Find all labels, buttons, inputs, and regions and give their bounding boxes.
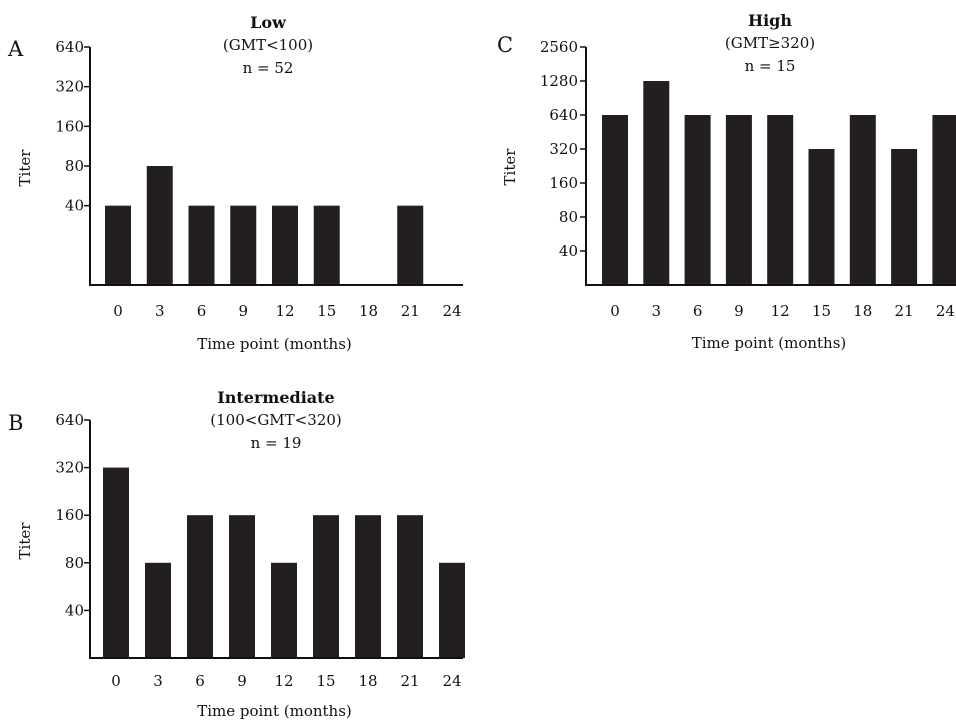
bar-24 bbox=[439, 562, 465, 658]
y-tick-label: 1280 bbox=[540, 72, 578, 90]
y-tick-label: 40 bbox=[65, 601, 84, 619]
x-tick-label: 18 bbox=[853, 302, 872, 320]
bar-6 bbox=[187, 515, 213, 658]
x-axis-title: Time point (months) bbox=[197, 702, 352, 720]
y-tick-label: 320 bbox=[55, 78, 84, 96]
bar-18 bbox=[849, 115, 876, 285]
x-tick-label: 12 bbox=[771, 302, 790, 320]
bar-6 bbox=[188, 205, 215, 285]
x-tick-label: 9 bbox=[238, 302, 248, 320]
y-tick-label: 80 bbox=[559, 208, 578, 226]
x-tick-label: 3 bbox=[155, 302, 165, 320]
y-tick-label: 80 bbox=[65, 554, 84, 572]
bar-18 bbox=[355, 515, 381, 658]
x-tick-label: 18 bbox=[358, 672, 377, 690]
bar-24 bbox=[932, 115, 956, 285]
x-tick-label: 12 bbox=[274, 672, 293, 690]
chart-subtitle: (GMT<100) bbox=[223, 36, 313, 54]
y-tick-label: 160 bbox=[549, 174, 578, 192]
chart-subtitle: (GMT≥320) bbox=[725, 34, 815, 52]
x-axis-title: Time point (months) bbox=[692, 334, 847, 352]
bar-21 bbox=[397, 515, 423, 658]
x-tick-label: 0 bbox=[113, 302, 123, 320]
y-tick-label: 640 bbox=[55, 411, 84, 429]
x-tick-label: 3 bbox=[153, 672, 163, 690]
x-tick-label: 21 bbox=[895, 302, 914, 320]
bar-0 bbox=[103, 467, 129, 658]
sample-size-label: n = 15 bbox=[745, 57, 796, 75]
chart-title: High bbox=[748, 11, 792, 30]
bar-6 bbox=[684, 115, 711, 285]
bar-0 bbox=[105, 205, 131, 285]
bar-21 bbox=[891, 149, 918, 285]
bar-12 bbox=[767, 115, 794, 285]
bar-0 bbox=[602, 115, 628, 285]
y-axis-title: Titer bbox=[16, 149, 34, 187]
x-tick-label: 18 bbox=[359, 302, 378, 320]
y-tick-label: 160 bbox=[55, 506, 84, 524]
bar-3 bbox=[643, 81, 670, 285]
bar-9 bbox=[725, 115, 752, 285]
bar-21 bbox=[397, 205, 424, 285]
x-tick-label: 15 bbox=[316, 672, 335, 690]
panel-letter: A bbox=[7, 37, 24, 61]
x-tick-label: 9 bbox=[734, 302, 744, 320]
chart-title: Low bbox=[250, 13, 287, 32]
y-tick-label: 320 bbox=[549, 140, 578, 158]
x-tick-label: 24 bbox=[442, 672, 461, 690]
x-tick-label: 15 bbox=[812, 302, 831, 320]
y-tick-label: 80 bbox=[65, 157, 84, 175]
chart-panel-a: A Low (GMT<100) n = 52 Titer 40 80 160 320 640 0 3 6… bbox=[7, 13, 463, 353]
bar-15 bbox=[313, 515, 339, 658]
y-tick-label: 40 bbox=[559, 242, 578, 260]
chart-title: Intermediate bbox=[217, 388, 334, 407]
bar-9 bbox=[230, 205, 257, 285]
x-tick-label: 6 bbox=[693, 302, 703, 320]
x-tick-label: 6 bbox=[197, 302, 207, 320]
x-tick-label: 21 bbox=[400, 672, 419, 690]
x-tick-label: 21 bbox=[401, 302, 420, 320]
chart-panel-c: C High (GMT≥320) n = 15 Titer 40 80 160 320 640 12… bbox=[497, 11, 956, 352]
bar-3 bbox=[146, 166, 173, 285]
bar-9 bbox=[229, 515, 255, 658]
y-tick-label: 160 bbox=[55, 117, 84, 135]
sample-size-label: n = 52 bbox=[243, 59, 294, 77]
y-axis-title: Titer bbox=[501, 148, 519, 186]
bar-12 bbox=[272, 205, 298, 285]
chart-panel-b: B Intermediate (100<GMT<320) n = 19 Titer 40 8… bbox=[8, 388, 465, 720]
bar-15 bbox=[808, 149, 835, 285]
panel-letter: B bbox=[8, 411, 23, 435]
x-axis-title: Time point (months) bbox=[197, 335, 352, 353]
y-tick-label: 640 bbox=[55, 38, 84, 56]
chart-subtitle: (100<GMT<320) bbox=[210, 411, 341, 429]
x-tick-label: 24 bbox=[442, 302, 461, 320]
y-tick-label: 40 bbox=[65, 197, 84, 215]
y-tick-label: 640 bbox=[549, 106, 578, 124]
bar-15 bbox=[313, 205, 340, 285]
x-tick-label: 0 bbox=[111, 672, 121, 690]
x-tick-label: 0 bbox=[610, 302, 620, 320]
sample-size-label: n = 19 bbox=[251, 434, 302, 452]
y-axis-title: Titer bbox=[16, 522, 34, 560]
panel-letter: C bbox=[497, 33, 513, 57]
y-tick-label: 2560 bbox=[540, 38, 578, 56]
y-tick-label: 320 bbox=[55, 459, 84, 477]
x-tick-label: 6 bbox=[195, 672, 205, 690]
x-tick-label: 24 bbox=[936, 302, 955, 320]
bar-12 bbox=[271, 562, 297, 658]
x-tick-label: 9 bbox=[237, 672, 247, 690]
bar-3 bbox=[145, 562, 171, 658]
x-tick-label: 15 bbox=[317, 302, 336, 320]
x-tick-label: 3 bbox=[652, 302, 662, 320]
x-tick-label: 12 bbox=[275, 302, 294, 320]
